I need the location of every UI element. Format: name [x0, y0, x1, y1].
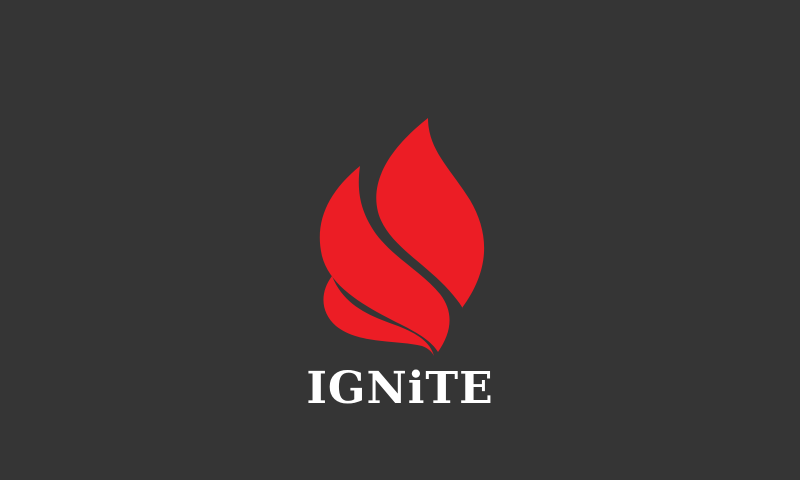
- flame-tongue-right: [376, 118, 485, 309]
- flame-tongue-left: [319, 166, 450, 352]
- flame-icon: [319, 118, 485, 356]
- flame-tongue-bottom: [323, 276, 434, 356]
- brand-wordmark: IGNiTE: [306, 363, 494, 414]
